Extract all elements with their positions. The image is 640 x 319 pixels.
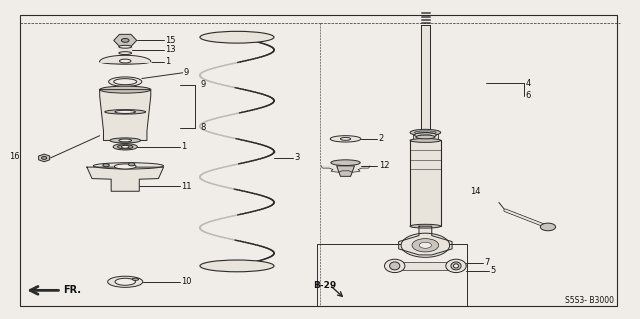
- Text: S5S3- B3000: S5S3- B3000: [564, 296, 614, 305]
- Ellipse shape: [119, 45, 132, 48]
- Ellipse shape: [390, 262, 400, 270]
- Bar: [421, 25, 430, 132]
- Text: 5: 5: [490, 266, 496, 276]
- Polygon shape: [87, 167, 164, 191]
- Text: 14: 14: [470, 187, 481, 196]
- Ellipse shape: [100, 59, 151, 64]
- Bar: [395, 262, 456, 270]
- Circle shape: [103, 164, 109, 167]
- Circle shape: [419, 242, 431, 248]
- Text: 1: 1: [165, 57, 170, 66]
- Ellipse shape: [415, 132, 436, 137]
- Text: 6: 6: [525, 92, 531, 100]
- Ellipse shape: [410, 138, 441, 142]
- Polygon shape: [114, 34, 137, 47]
- Text: 10: 10: [180, 277, 191, 286]
- Circle shape: [412, 239, 438, 252]
- Ellipse shape: [200, 31, 274, 43]
- Text: B-29: B-29: [314, 281, 337, 290]
- Text: 4: 4: [525, 79, 531, 88]
- Circle shape: [401, 233, 450, 257]
- Text: 15: 15: [165, 36, 175, 45]
- Circle shape: [540, 223, 556, 231]
- Polygon shape: [399, 226, 452, 255]
- Ellipse shape: [385, 259, 405, 272]
- Ellipse shape: [114, 79, 137, 85]
- Text: 9: 9: [184, 68, 189, 77]
- Bar: [317, 244, 467, 306]
- Ellipse shape: [410, 129, 441, 136]
- Ellipse shape: [113, 144, 138, 150]
- Text: 7: 7: [484, 258, 490, 267]
- Ellipse shape: [132, 278, 139, 280]
- Text: FR.: FR.: [63, 286, 81, 295]
- Ellipse shape: [93, 163, 164, 169]
- Ellipse shape: [115, 110, 136, 114]
- Ellipse shape: [330, 136, 361, 142]
- Ellipse shape: [115, 278, 136, 285]
- Ellipse shape: [416, 135, 435, 139]
- Polygon shape: [100, 90, 151, 140]
- Bar: [413, 133, 438, 140]
- Polygon shape: [119, 47, 132, 53]
- Text: 11: 11: [180, 182, 191, 191]
- Ellipse shape: [109, 77, 142, 86]
- Ellipse shape: [451, 262, 461, 270]
- Text: 2: 2: [379, 134, 384, 143]
- Ellipse shape: [410, 224, 441, 228]
- Ellipse shape: [122, 39, 129, 42]
- Ellipse shape: [100, 86, 151, 93]
- Text: 12: 12: [379, 161, 389, 170]
- Bar: [410, 140, 441, 226]
- Ellipse shape: [119, 139, 132, 142]
- Ellipse shape: [200, 260, 274, 272]
- Ellipse shape: [118, 145, 133, 149]
- Ellipse shape: [446, 259, 467, 272]
- Circle shape: [129, 163, 135, 166]
- Ellipse shape: [108, 276, 143, 287]
- Ellipse shape: [119, 52, 132, 55]
- Ellipse shape: [105, 110, 146, 114]
- Text: 1: 1: [180, 142, 186, 151]
- Text: 16: 16: [9, 152, 20, 161]
- Ellipse shape: [331, 160, 360, 166]
- Text: 9: 9: [200, 80, 206, 89]
- Text: 8: 8: [200, 123, 206, 132]
- Polygon shape: [321, 166, 370, 172]
- Ellipse shape: [340, 137, 351, 140]
- Ellipse shape: [454, 264, 459, 268]
- Ellipse shape: [120, 59, 131, 63]
- Ellipse shape: [115, 164, 136, 169]
- Ellipse shape: [42, 157, 47, 160]
- Text: 3: 3: [294, 153, 300, 162]
- Polygon shape: [337, 166, 355, 176]
- Polygon shape: [38, 154, 50, 162]
- Ellipse shape: [122, 145, 129, 148]
- Text: 13: 13: [165, 45, 175, 55]
- Ellipse shape: [110, 138, 141, 143]
